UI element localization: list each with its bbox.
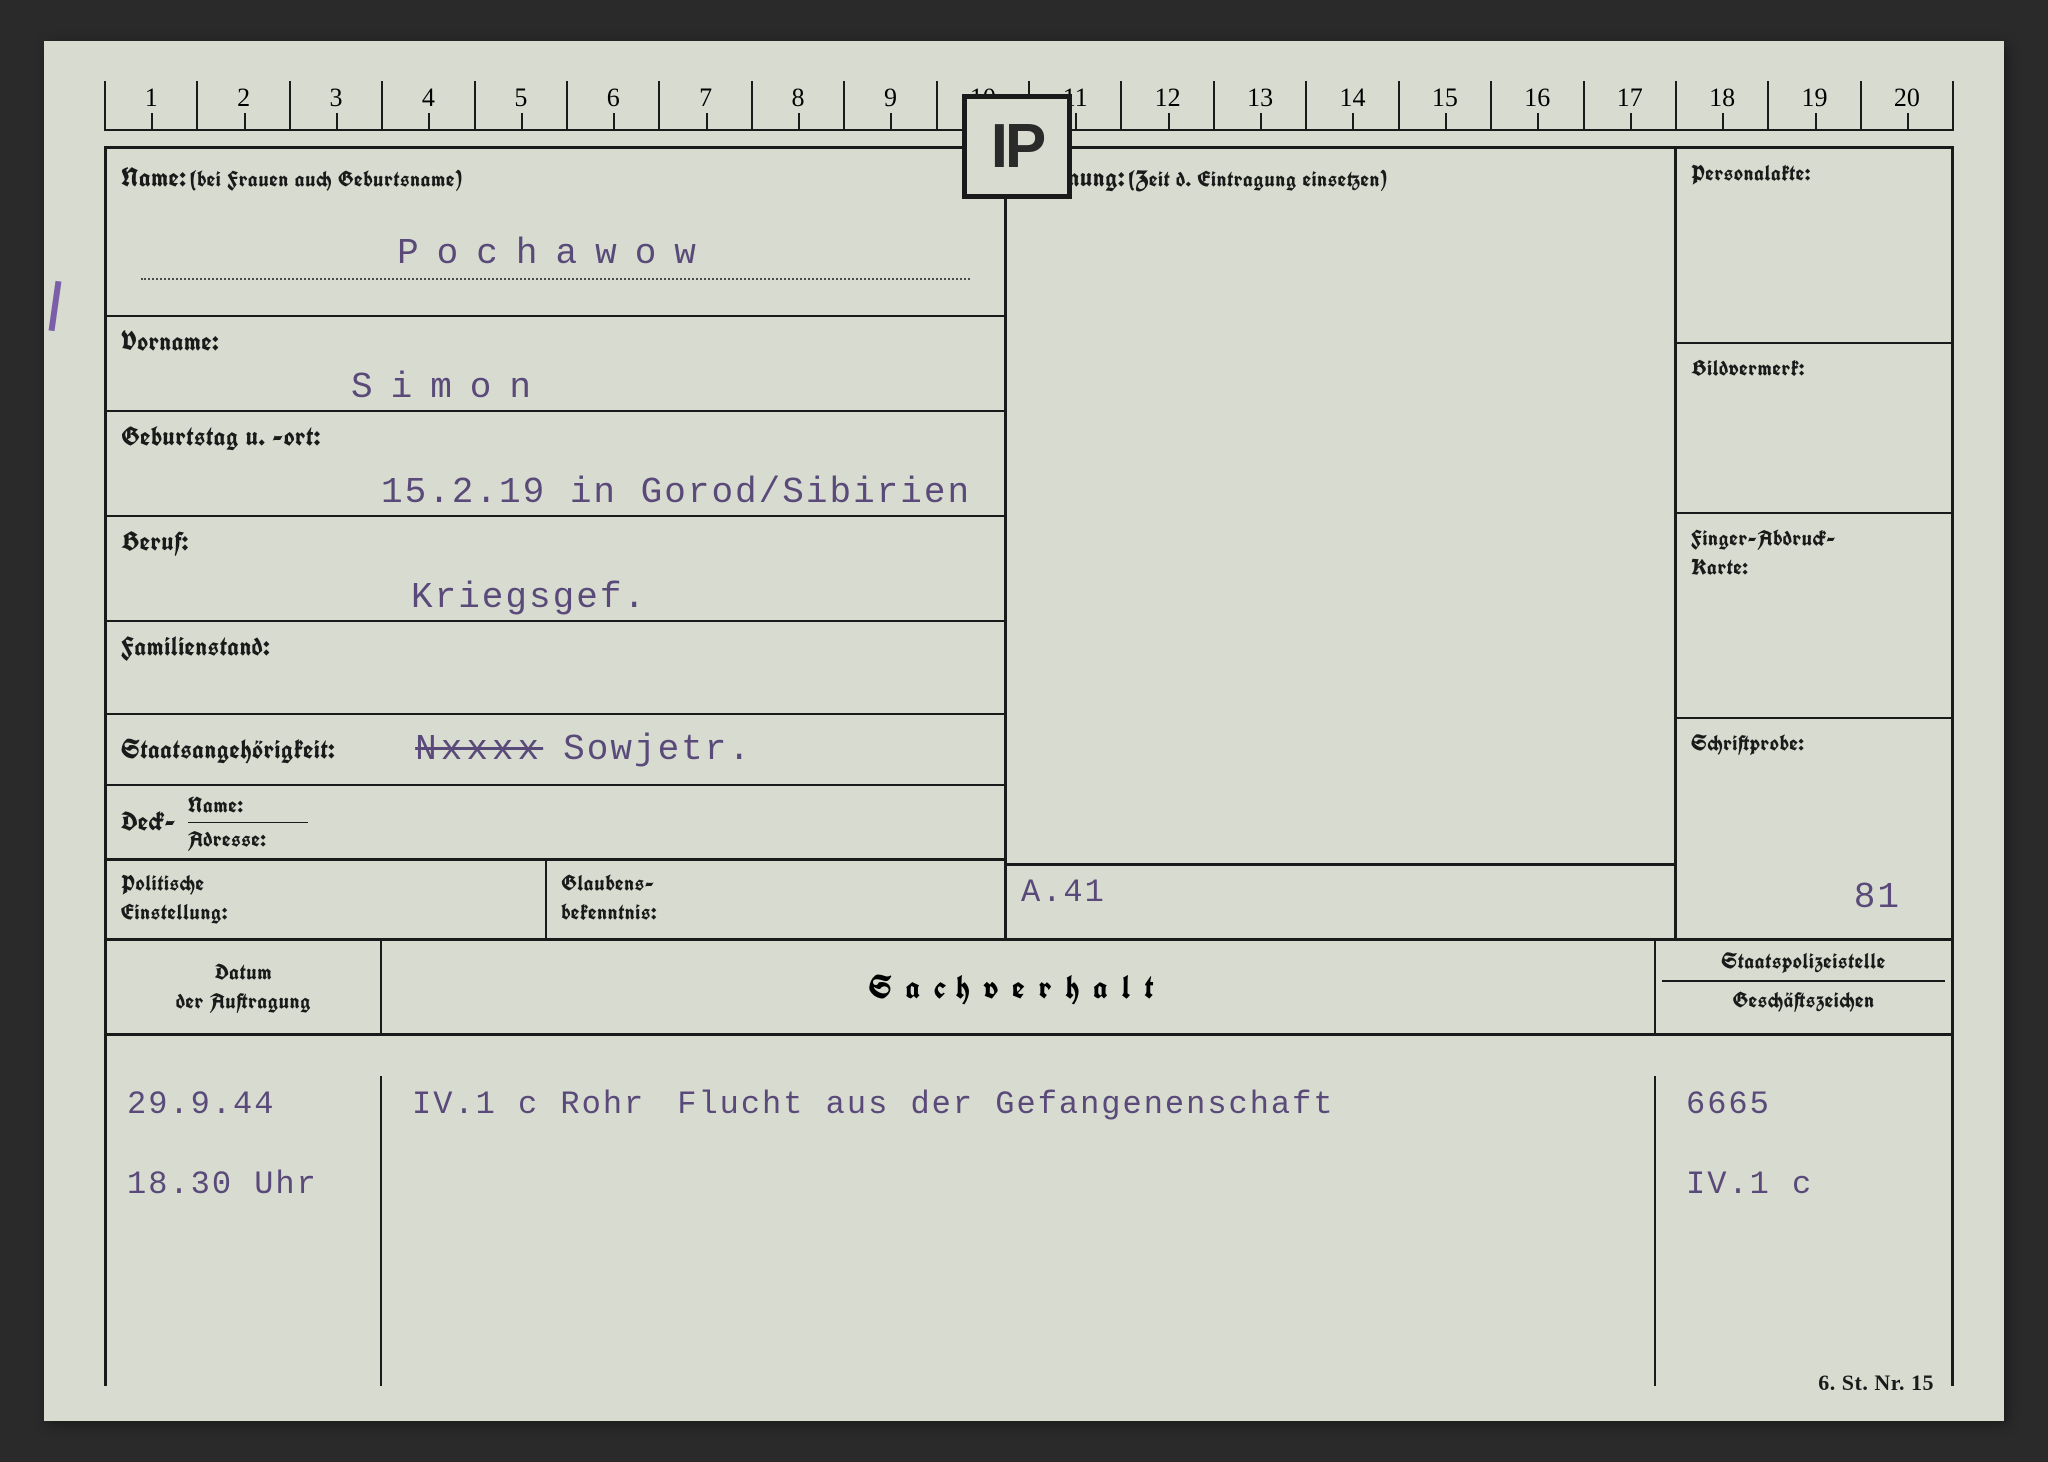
ruler-tick: 8	[751, 81, 843, 131]
ruler-tick: 15	[1398, 81, 1490, 131]
ip-badge: IP	[962, 94, 1072, 199]
ruler-tick: 20	[1860, 81, 1954, 131]
left-column: Name: (bei Frauen auch Geburtsname) Poch…	[107, 149, 1007, 938]
glaubens-label-2: bekenntnis:	[561, 898, 990, 927]
vorname-label: Vorname:	[121, 325, 990, 359]
ruler-tick: 13	[1213, 81, 1305, 131]
schriftprobe-field: Schriftprobe: 81	[1677, 719, 1951, 938]
staats-label: Staatsangehörigkeit:	[121, 733, 335, 767]
sachverhalt-label: Sachverhalt	[869, 966, 1168, 1008]
familienstand-field: Familienstand:	[107, 622, 1004, 716]
familienstand-label: Familienstand:	[121, 630, 990, 664]
finger-label-2: Karte:	[1691, 553, 1937, 582]
entry-date-2: 18.30 Uhr	[127, 1166, 360, 1246]
lower-body: 29.9.44 18.30 Uhr IV.1 c Rohr Flucht aus…	[104, 1036, 1954, 1386]
ruler-tick: 16	[1490, 81, 1582, 131]
geburt-label: Geburtstag u. -ort:	[121, 420, 990, 454]
deck-adresse-label: Adresse:	[188, 825, 308, 854]
ruler-tick: 5	[474, 81, 566, 131]
bildvermerk-label: Bildvermerk:	[1691, 354, 1937, 383]
right-header: Staatspolizeistelle Geschäftszeichen	[1656, 941, 1951, 1033]
staatspolizei-label: Staatspolizeistelle	[1662, 947, 1945, 976]
ruler-tick: 1	[104, 81, 196, 131]
name-sublabel: (bei Frauen auch Geburtsname)	[190, 165, 462, 194]
ruler-tick: 17	[1583, 81, 1675, 131]
beruf-label: Beruf:	[121, 525, 990, 559]
personalakte-label: Personalakte:	[1691, 159, 1937, 188]
ruler-tick: 14	[1305, 81, 1397, 131]
vorname-value: Simon	[351, 367, 549, 408]
lower-header: Datum der Auftragung Sachverhalt Staatsp…	[104, 941, 1954, 1036]
ruler-tick: 6	[566, 81, 658, 131]
ruler-tick: 12	[1120, 81, 1212, 131]
ruler-tick: 9	[843, 81, 935, 131]
geschaeft-label: Geschäftszeichen	[1662, 986, 1945, 1015]
politische-label-2: Einstellung:	[121, 898, 531, 927]
mid-bottom-field: A.41	[1007, 866, 1674, 938]
finger-field: Finger-Abdruck- Karte:	[1677, 514, 1951, 719]
finger-label-1: Finger-Abdruck-	[1691, 524, 1937, 553]
entry-code-column: 6665 IV.1 c	[1656, 1076, 1951, 1386]
glaubens-label-1: Glaubens-	[561, 869, 990, 898]
wohnung-sublabel: (Zeit d. Eintragung einsetzen)	[1129, 165, 1387, 194]
entry-row-1: IV.1 c Rohr Flucht aus der Gefangenensch…	[412, 1086, 1624, 1166]
surname-value: Pochawow	[141, 233, 970, 280]
staats-field: Staatsangehörigkeit: Nxxxx Sowjetr.	[107, 715, 1004, 786]
politische-field: Politische Einstellung:	[107, 861, 547, 938]
datum-label-2: der Auftragung	[115, 987, 372, 1016]
ruler-tick: 3	[289, 81, 381, 131]
beruf-value: Kriegsgef.	[411, 577, 647, 618]
personalakte-field: Personalakte:	[1677, 149, 1951, 344]
deck-label: Deck-	[121, 805, 176, 839]
beruf-field: Beruf: Kriegsgef.	[107, 517, 1004, 622]
geburt-field: Geburtstag u. -ort: 15.2.19 in Gorod/Sib…	[107, 412, 1004, 517]
datum-label-1: Datum	[115, 958, 372, 987]
ruler-tick: 19	[1767, 81, 1859, 131]
deck-name-label: Name:	[188, 791, 308, 823]
form-number: 6. St. Nr. 15	[1818, 1370, 1934, 1396]
politische-label-1: Politische	[121, 869, 531, 898]
entry-date-1: 29.9.44	[127, 1086, 360, 1166]
staats-value: Sowjetr.	[563, 729, 752, 770]
name-field: Name: (bei Frauen auch Geburtsname) Poch…	[107, 149, 1004, 317]
vorname-field: Vorname: Simon	[107, 317, 1004, 412]
middle-column: Wohnung: (Zeit d. Eintragung einsetzen) …	[1007, 149, 1677, 938]
schriftprobe-label: Schriftprobe:	[1691, 729, 1937, 758]
ruler-tick: 2	[196, 81, 288, 131]
wohnung-field: Wohnung: (Zeit d. Eintragung einsetzen)	[1007, 149, 1674, 866]
entry-ref: IV.1 c Rohr	[412, 1086, 645, 1123]
glaubens-field: Glaubens- bekenntnis:	[547, 861, 1004, 938]
entry-date-column: 29.9.44 18.30 Uhr	[107, 1076, 382, 1386]
name-label: Name:	[121, 161, 186, 195]
deck-field: Deck- Name: Adresse:	[107, 786, 1004, 861]
bottom-split: Politische Einstellung: Glaubens- bekenn…	[107, 861, 1004, 938]
datum-header: Datum der Auftragung	[107, 941, 382, 1033]
sachverhalt-header: Sachverhalt	[382, 941, 1656, 1033]
entry-sach-column: IV.1 c Rohr Flucht aus der Gefangenensch…	[382, 1076, 1656, 1386]
ruler-tick: 18	[1675, 81, 1767, 131]
entry-code-2: IV.1 c	[1686, 1166, 1921, 1246]
entry-text: Flucht aus der Gefangenenschaft	[677, 1086, 1334, 1123]
index-card: 1 2 3 4 5 6 7 8 9 10 11 12 13 14 15 16 1…	[44, 41, 2004, 1421]
ip-badge-text: IP	[991, 111, 1044, 182]
bildvermerk-field: Bildvermerk:	[1677, 344, 1951, 514]
ruler-tick: 4	[381, 81, 473, 131]
entry-code-1: 6665	[1686, 1086, 1921, 1166]
right-column: Personalakte: Bildvermerk: Finger-Abdruc…	[1677, 149, 1951, 938]
main-form-frame: IP Name: (bei Frauen auch Geburtsname) P…	[104, 146, 1954, 941]
ruler-tick: 7	[658, 81, 750, 131]
a41-value: A.41	[1021, 874, 1106, 911]
geburt-value: 15.2.19 in Gorod/Sibirien	[381, 472, 971, 513]
schriftprobe-value: 81	[1854, 877, 1901, 918]
margin-mark	[49, 281, 62, 331]
staats-struck-value: Nxxxx	[415, 729, 543, 770]
